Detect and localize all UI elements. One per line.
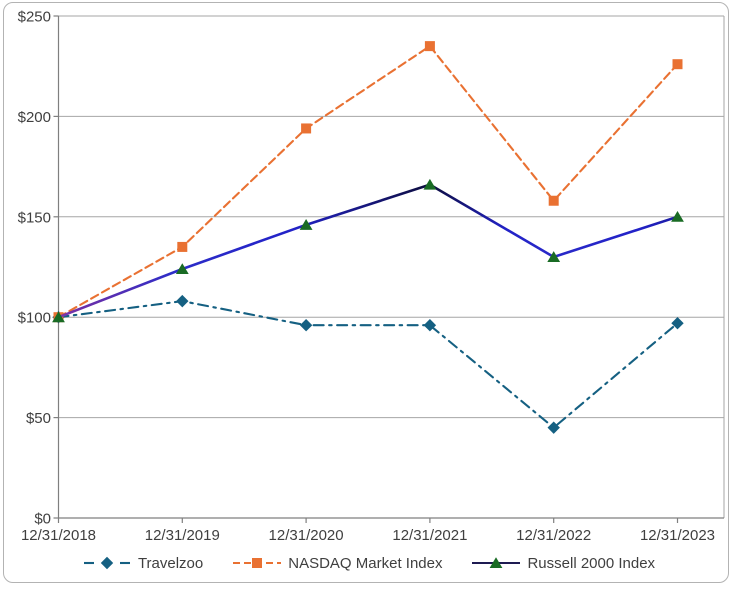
legend-item-russell-2000-index: Russell 2000 Index — [472, 555, 655, 572]
series-nasdaq-market-index — [53, 41, 683, 323]
nasdaq-market-index-marker — [424, 41, 435, 52]
x-tick-label: 12/31/2018 — [21, 527, 96, 544]
travelzoo-marker — [176, 294, 189, 308]
series-line-travelzoo — [57, 300, 679, 430]
legend-label-russell-2000-index: Russell 2000 Index — [527, 554, 656, 572]
nasdaq-market-index-marker — [548, 195, 559, 206]
russell-2000-index-marker — [671, 211, 684, 222]
x-tick-label: 12/31/2022 — [516, 527, 591, 544]
y-tick-label: $50 — [26, 410, 51, 427]
y-tick-label: $100 — [18, 310, 51, 327]
russell-2000-index-marker — [299, 219, 313, 230]
y-tick-label: $150 — [18, 209, 51, 226]
series-travelzoo — [52, 294, 684, 434]
nasdaq-market-index-legend-marker — [252, 558, 263, 568]
legend-sample-travelzoo — [83, 556, 130, 570]
series-line-russell-2000-index — [57, 183, 679, 319]
travelzoo-marker — [423, 319, 437, 332]
legend-label-nasdaq-market-index: NASDAQ Market Index — [288, 554, 443, 572]
nasdaq-market-index-marker — [301, 123, 312, 134]
russell-2000-index-marker — [175, 263, 189, 275]
y-tick-label: $250 — [18, 9, 51, 26]
legend-sample-russell-2000-index — [472, 557, 521, 568]
legend-label-travelzoo: Travelzoo — [137, 554, 204, 572]
legend-item-travelzoo: Travelzoo — [83, 555, 203, 572]
y-tick-label: $0 — [34, 511, 51, 528]
russell-2000-index-marker — [423, 178, 437, 190]
russell-2000-index-legend-marker — [490, 557, 503, 568]
travelzoo-legend-marker — [100, 556, 114, 570]
legend-item-nasdaq-market-index: NASDAQ Market Index — [233, 555, 442, 572]
series-line-nasdaq-market-index — [57, 44, 679, 319]
x-tick-label: 12/31/2020 — [269, 527, 344, 544]
russell-2000-index-marker — [547, 251, 561, 262]
nasdaq-market-index-marker — [672, 59, 683, 70]
x-tick-label: 12/31/2019 — [145, 527, 220, 544]
x-tick-label: 12/31/2021 — [392, 527, 467, 544]
y-tick-label: $200 — [18, 109, 51, 126]
travelzoo-marker — [299, 319, 313, 332]
nasdaq-market-index-marker — [177, 241, 188, 252]
travelzoo-marker — [671, 317, 684, 330]
legend-sample-nasdaq-market-index — [233, 558, 282, 568]
x-tick-label: 12/31/2023 — [640, 527, 715, 544]
series-russell-2000-index — [52, 178, 684, 323]
legend: Travelzoo NASDAQ Market Index Russell 2000… — [0, 550, 738, 576]
travelzoo-marker — [547, 421, 560, 434]
russell-2000-index-marker — [52, 311, 65, 323]
